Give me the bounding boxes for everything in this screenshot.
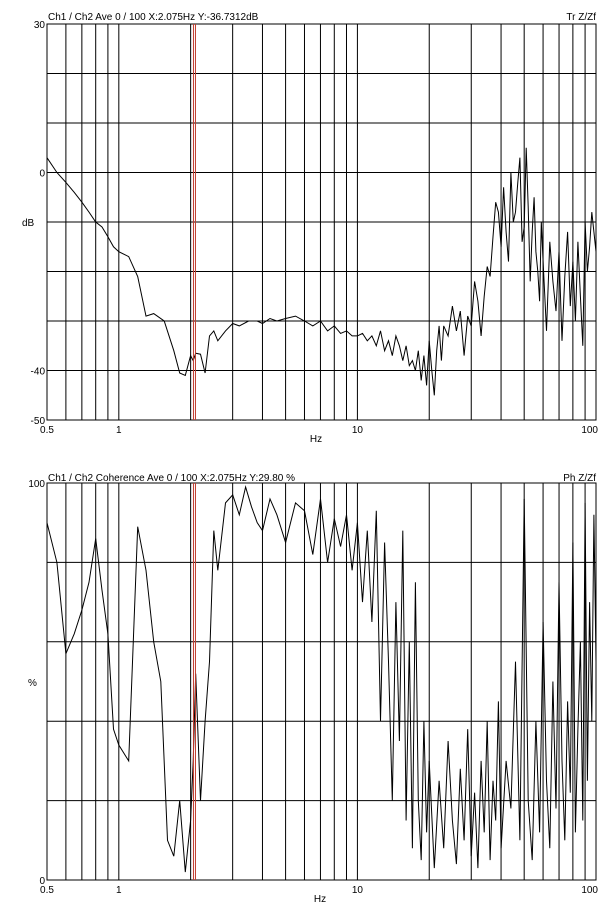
- coherence-plot: Ch1 / Ch2 Coherence Ave 0 / 100 X:2.075H…: [28, 473, 598, 905]
- bottom-x-tick-label: 100: [581, 885, 598, 896]
- top-y-tick-label: -40: [31, 367, 46, 378]
- top-plot-ticks: 0.5 1 10 100 30 0 -40 -50: [31, 20, 599, 436]
- top-y-tick-label: -50: [31, 416, 46, 427]
- bottom-plot-grid: [46, 482, 597, 881]
- bottom-x-tick-label: 1: [116, 885, 122, 896]
- top-y-tick-label: 0: [39, 169, 45, 180]
- bottom-plot-ylabel: %: [28, 678, 37, 689]
- top-series-line: [46, 147, 597, 396]
- bottom-plot-header: Ch1 / Ch2 Coherence Ave 0 / 100 X:2.075H…: [48, 473, 295, 484]
- top-plot-ylabel: dB: [22, 218, 35, 229]
- top-plot-right-label: Tr Z/Zf: [566, 12, 596, 23]
- top-x-tick-label: 0.5: [40, 425, 54, 436]
- bottom-x-tick-label: 10: [352, 885, 364, 896]
- bottom-y-tick-label: 100: [28, 479, 45, 490]
- bottom-plot-xlabel: Hz: [314, 894, 326, 905]
- bottom-plot-right-label: Ph Z/Zf: [563, 473, 596, 484]
- bottom-y-tick-label: 0: [39, 876, 45, 887]
- top-x-tick-label: 10: [352, 425, 364, 436]
- top-plot-xlabel: Hz: [310, 434, 322, 445]
- bottom-series-line: [46, 485, 597, 873]
- bottom-plot-lines: [46, 483, 597, 880]
- bottom-x-tick-label: 0.5: [40, 885, 54, 896]
- top-x-tick-label: 1: [116, 425, 122, 436]
- top-x-tick-label: 100: [581, 425, 598, 436]
- transfer-function-plot: Ch1 / Ch2 Ave 0 / 100 X:2.075Hz Y:-36.73…: [22, 12, 598, 445]
- top-plot-lines: [46, 24, 597, 420]
- bottom-plot-frame: [46, 482, 597, 881]
- bottom-plot-ticks: 0.5 1 10 100 100 0: [28, 479, 598, 896]
- top-plot-header: Ch1 / Ch2 Ave 0 / 100 X:2.075Hz Y:-36.73…: [48, 12, 259, 23]
- top-y-tick-label: 30: [34, 20, 46, 31]
